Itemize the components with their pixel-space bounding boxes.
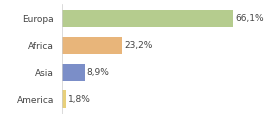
Bar xyxy=(62,10,233,27)
Bar xyxy=(62,63,85,81)
Bar xyxy=(62,90,66,108)
Text: 8,9%: 8,9% xyxy=(87,68,110,77)
Text: 23,2%: 23,2% xyxy=(124,41,152,50)
Bar xyxy=(62,37,122,54)
Text: 66,1%: 66,1% xyxy=(235,14,264,23)
Text: 1,8%: 1,8% xyxy=(68,95,91,104)
